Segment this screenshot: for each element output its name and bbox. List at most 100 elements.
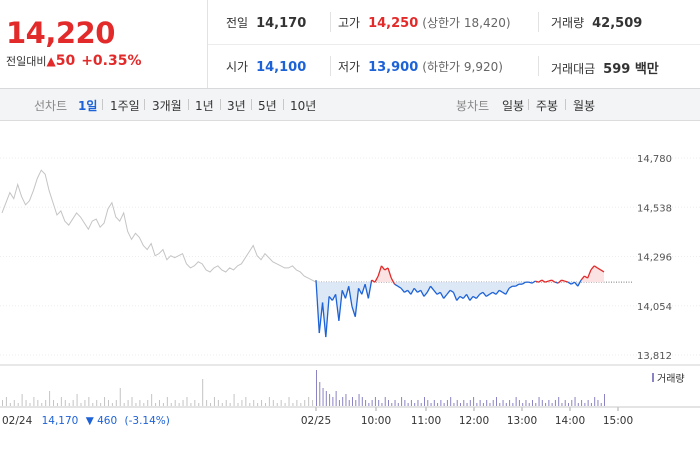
volume-bar	[237, 403, 239, 406]
today-line-segment	[479, 291, 484, 295]
volume-bar	[427, 400, 429, 406]
volume-bar	[541, 400, 543, 406]
volume-legend-icon	[652, 373, 654, 382]
volume-bar	[13, 400, 15, 406]
volume-bar	[584, 403, 586, 406]
tab-1y[interactable]: 1년	[195, 99, 214, 113]
candle-chart-label: 봉차트	[456, 99, 490, 113]
volume-bar	[139, 400, 141, 406]
volume-bar	[202, 379, 204, 406]
tab-3m[interactable]: 3개월	[152, 99, 182, 113]
volume-bar	[9, 403, 11, 406]
volume-bar	[420, 403, 422, 406]
change-value: 50	[55, 53, 76, 69]
today-line-segment	[321, 302, 327, 338]
volume-bar	[482, 403, 484, 406]
tab-weekly[interactable]: 주봉	[536, 99, 559, 113]
y-tick-label: 14,296	[637, 253, 672, 264]
volume-bar	[319, 382, 321, 406]
volume-bar	[80, 403, 82, 406]
today-line-segment	[489, 291, 494, 295]
low-price: 저가 13,900 (하한가 9,920)	[338, 60, 503, 75]
volume-bar	[492, 400, 494, 406]
volume-bar	[104, 397, 106, 406]
today-line-segment	[528, 281, 533, 284]
today-line-segment	[456, 295, 461, 301]
volume-bar	[49, 391, 51, 406]
today-line-segment	[495, 289, 500, 295]
today-line-segment	[498, 289, 503, 293]
above-reference-fill	[316, 265, 604, 283]
volume-bar	[233, 394, 235, 406]
volume-bar	[100, 403, 102, 406]
prev-close: 전일 14,170	[226, 16, 307, 31]
tab-monthly[interactable]: 월봉	[573, 99, 596, 113]
volume-bar	[509, 400, 511, 406]
today-line-segment	[348, 286, 353, 307]
today-line-segment	[472, 295, 477, 299]
today-line-segment	[387, 267, 392, 279]
volume-bar	[463, 400, 465, 406]
volume-bar	[84, 400, 86, 406]
volume-bar	[361, 397, 363, 406]
tab-daily[interactable]: 일봉	[502, 99, 525, 113]
today-line-segment	[423, 291, 428, 297]
today-line-segment	[465, 294, 471, 301]
volume-bar	[2, 400, 3, 406]
volume-bar	[284, 403, 286, 406]
volume-bar	[577, 403, 579, 406]
y-tick-label: 13,812	[637, 351, 672, 362]
tab-1w[interactable]: 1주일	[110, 99, 140, 113]
volume-bar	[119, 388, 121, 406]
volume-bar	[499, 403, 501, 406]
x-tick-label: 11:00	[411, 415, 441, 427]
today-line-segment	[580, 275, 585, 281]
today-line-segment	[374, 275, 379, 283]
change-percent: +0.35%	[81, 53, 142, 69]
x-tick-label: 13:00	[507, 415, 537, 427]
volume-bar	[558, 397, 560, 406]
volume-bar	[29, 403, 31, 406]
tab-1d[interactable]: 1일	[78, 99, 98, 113]
stats-row-1: 전일 14,170 고가 14,250 (상한가 18,420) 거래량 42,509	[208, 0, 700, 45]
volume-bar	[597, 400, 599, 406]
volume-bar	[245, 397, 247, 406]
volume-bar	[312, 400, 314, 406]
volume-bar	[131, 397, 133, 406]
today-line-segment	[459, 295, 464, 299]
volume-bar	[378, 400, 380, 406]
volume-bar	[538, 397, 540, 406]
today-line-segment	[328, 295, 333, 301]
today-line-segment	[544, 280, 549, 283]
volume-bar	[221, 403, 223, 406]
x-tick-label: 02/25	[301, 415, 331, 427]
tab-3y[interactable]: 3년	[227, 99, 246, 113]
volume-bar	[590, 403, 592, 406]
today-line-segment	[357, 287, 363, 295]
volume-bar	[229, 403, 231, 406]
today-line-segment	[600, 269, 605, 273]
up-triangle-icon: ▲	[46, 54, 56, 68]
volume-bar	[72, 400, 74, 406]
today-line-segment	[508, 285, 513, 289]
volume-bar	[60, 397, 62, 406]
y-tick-label: 14,780	[637, 154, 672, 165]
volume-bar	[288, 397, 290, 406]
chart-tabs: 선차트 1일 1주일 3개월 1년 3년 5년 10년 봉차트 일봉 주봉 월봉	[0, 89, 700, 121]
volume-bar	[414, 403, 416, 406]
volume-bar	[388, 400, 389, 406]
tab-5y[interactable]: 5년	[258, 99, 277, 113]
tab-10y[interactable]: 10년	[290, 99, 317, 113]
volume-bar	[476, 403, 478, 406]
today-line-segment	[557, 279, 562, 284]
volume-bar	[308, 397, 310, 406]
today-line-segment	[334, 294, 340, 321]
volume-bar	[296, 400, 298, 406]
volume-bar	[469, 400, 471, 406]
x-tick-label: 14:00	[555, 415, 585, 427]
today-line-segment	[551, 279, 556, 283]
volume-bar	[241, 400, 243, 406]
volume-bar	[225, 400, 227, 406]
today-line-segment	[407, 289, 412, 295]
today-line-segment	[535, 280, 539, 283]
